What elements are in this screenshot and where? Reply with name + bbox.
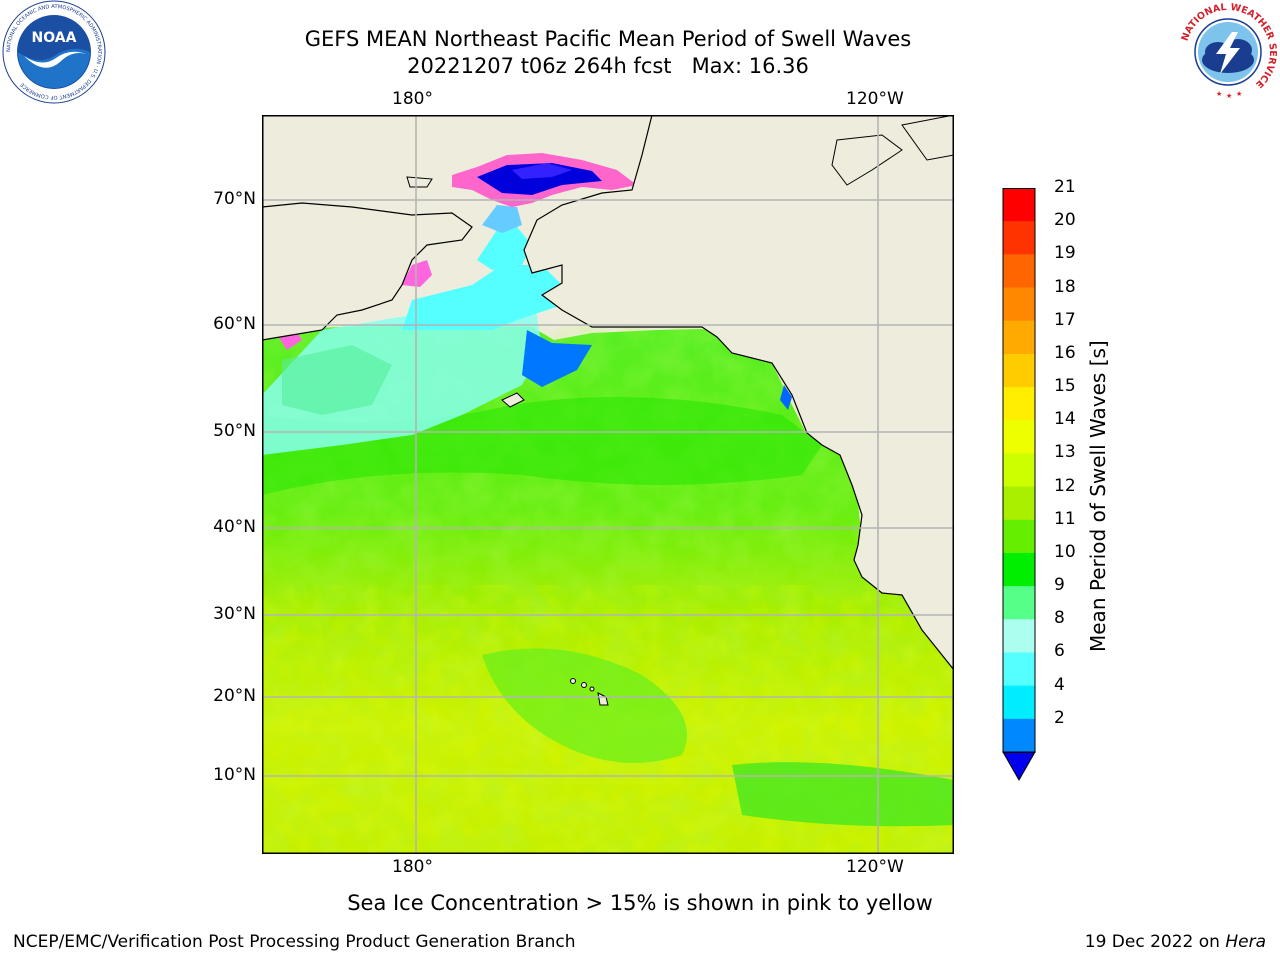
colorbar-swatch: [1003, 420, 1035, 454]
map-panel: [262, 115, 954, 854]
svg-text:★: ★: [1236, 90, 1242, 98]
colorbar-tick-label: 12: [1054, 475, 1076, 496]
chart-title: GEFS MEAN Northeast Pacific Mean Period …: [304, 27, 912, 51]
svg-text:★: ★: [1216, 90, 1222, 98]
colorbar-tick-label: 15: [1054, 376, 1076, 397]
colorbar-swatch: [1003, 221, 1035, 255]
colorbar-swatch: [1003, 453, 1035, 488]
colorbar-swatch: [1003, 320, 1035, 355]
footer-date: 19 Dec 2022 on Hera: [1085, 932, 1266, 952]
lat-label-50n: 50°N: [213, 421, 256, 441]
colorbar-tick-label: 6: [1054, 641, 1065, 662]
colorbar-tick-label: 19: [1054, 243, 1076, 264]
lon-label-top-180: 180°: [392, 89, 433, 109]
colorbar-tick-label: 4: [1054, 674, 1065, 695]
colorbar-swatch: [1003, 586, 1035, 620]
colorbar-tick-label: 17: [1054, 309, 1076, 330]
colorbar-swatch: [1003, 652, 1035, 687]
colorbar-swatch: [1003, 552, 1035, 587]
colorbar-label: Mean Period of Swell Waves [s]: [1086, 340, 1110, 652]
colorbar-tick-label: 10: [1054, 541, 1076, 562]
svg-text:★: ★: [1226, 92, 1232, 100]
colorbar-swatch: [1003, 718, 1035, 753]
lat-label-40n: 40°N: [213, 517, 256, 537]
colorbar-tick-label: 20: [1054, 210, 1076, 231]
footer-host: Hera: [1225, 932, 1266, 952]
colorbar-swatch: [1003, 519, 1035, 554]
colorbar-tick-label: 2: [1054, 707, 1065, 728]
alaska-coastline: [523, 115, 954, 671]
colorbar-tick-label: 18: [1054, 276, 1076, 297]
map-frame: [262, 115, 954, 854]
lon-label-bottom-120w: 120°W: [846, 857, 904, 877]
lat-label-20n: 20°N: [213, 686, 256, 706]
chart-subtitle: 20221207 t06z 264h fcst Max: 16.36: [407, 54, 809, 78]
colorbar-tick-label: 9: [1054, 575, 1065, 596]
noaa-logo: NATIONAL OCEANIC AND ATMOSPHERIC ADMINIS…: [2, 0, 106, 104]
colorbar-swatch: [1003, 188, 1035, 222]
lon-label-bottom-180: 180°: [392, 857, 433, 877]
colorbar-swatch: [1003, 254, 1035, 289]
footer-date-text: 19 Dec 2022 on: [1084, 932, 1226, 952]
colorbar-swatch: [1003, 387, 1035, 421]
svg-text:NOAA: NOAA: [32, 30, 77, 46]
lat-label-30n: 30°N: [213, 604, 256, 624]
colorbar-tick-label: 13: [1054, 442, 1076, 463]
colorbar-tick-label: 11: [1054, 508, 1076, 529]
footer-credit: NCEP/EMC/Verification Post Processing Pr…: [13, 932, 576, 952]
colorbar-swatch: [1003, 486, 1035, 521]
lat-label-60n: 60°N: [213, 314, 256, 334]
colorbar-tick-label: 21: [1054, 177, 1076, 197]
colorbar-tick-label: 14: [1054, 409, 1076, 430]
graticule: [262, 115, 954, 854]
colorbar-swatch: [1003, 353, 1035, 388]
colorbar-swatch: [1003, 619, 1035, 653]
sea-ice-caption: Sea Ice Concentration > 15% is shown in …: [0, 891, 1280, 915]
nws-logo: NATIONAL WEATHER SERVICE ★ ★ ★: [1178, 2, 1278, 102]
lat-label-70n: 70°N: [213, 189, 256, 209]
colorbar-swatch: [1003, 287, 1035, 322]
lon-label-top-120w: 120°W: [846, 89, 904, 109]
colorbar-swatch: [1003, 685, 1035, 720]
sea-ice-caption-text: Sea Ice Concentration > 15% is shown in …: [347, 891, 933, 915]
colorbar: [1002, 188, 1036, 782]
colorbar-tick-label: 8: [1054, 608, 1065, 629]
lat-label-10n: 10°N: [213, 765, 256, 785]
colorbar-tick-label: 16: [1054, 342, 1076, 363]
